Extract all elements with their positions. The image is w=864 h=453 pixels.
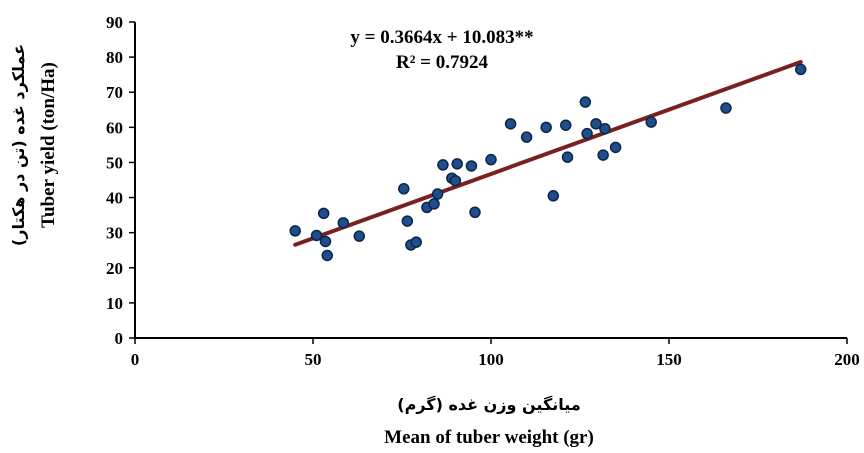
- x-tick-label: 150: [656, 350, 682, 369]
- y-tick-label: 80: [106, 48, 123, 67]
- data-point: [590, 118, 602, 130]
- x-tick-label: 100: [478, 350, 504, 369]
- data-point: [353, 230, 366, 242]
- y-tick-label: 20: [106, 259, 123, 278]
- data-point: [289, 225, 301, 237]
- data-point: [398, 183, 410, 195]
- data-point: [401, 215, 414, 227]
- axes: [129, 21, 848, 344]
- data-point: [561, 151, 574, 163]
- data-point: [597, 149, 609, 161]
- trendline-group: [293, 60, 803, 247]
- y-tick-label: 90: [106, 13, 123, 32]
- data-point: [437, 159, 449, 171]
- data-points: [289, 63, 807, 262]
- data-point: [337, 217, 350, 229]
- data-point: [428, 198, 440, 210]
- y-tick-label: 40: [106, 189, 123, 208]
- data-point: [581, 127, 593, 140]
- data-point: [319, 235, 332, 248]
- x-tick-label: 200: [834, 350, 860, 369]
- data-point: [560, 119, 572, 131]
- y-tick-label: 60: [106, 118, 123, 137]
- x-axis-title-fa: میانگین وزن غده (گرم): [397, 395, 580, 414]
- data-point: [451, 158, 463, 170]
- x-tick-label: 50: [305, 350, 322, 369]
- r-squared-label: R² = 0.7924: [396, 52, 488, 73]
- x-axis-title: Mean of tuber weight (gr): [384, 427, 594, 448]
- data-point: [547, 190, 560, 202]
- data-point: [579, 96, 592, 108]
- data-point: [599, 122, 611, 135]
- data-point: [609, 141, 622, 154]
- data-point: [465, 160, 478, 172]
- data-point: [520, 131, 533, 143]
- data-point: [645, 116, 657, 128]
- trendline: [293, 60, 803, 247]
- y-tick-label: 0: [115, 329, 124, 348]
- data-point: [485, 153, 497, 166]
- data-point: [321, 249, 333, 262]
- y-tick-label: 10: [106, 294, 123, 313]
- data-point: [720, 102, 732, 114]
- y-tick-label: 30: [106, 224, 123, 243]
- data-point: [410, 236, 422, 248]
- data-point: [504, 118, 517, 130]
- y-axis-title-fa: عملکرد غده (تن در هکتار): [9, 44, 28, 246]
- y-axis-title: Tuber yield (ton/Ha): [38, 62, 59, 228]
- regression-equation: y = 0.3664x + 10.083**: [350, 27, 533, 48]
- tick-labels: 0 10 20 30 40 50 60 70 80 90 0 50 100 150 200: [106, 13, 860, 369]
- data-point: [317, 207, 330, 220]
- y-tick-label: 70: [106, 83, 123, 102]
- data-point: [310, 229, 323, 242]
- data-point: [449, 174, 462, 187]
- x-tick-label: 0: [131, 350, 140, 369]
- data-point: [794, 63, 807, 76]
- data-point: [540, 121, 552, 134]
- data-point: [469, 206, 481, 219]
- y-tick-label: 50: [106, 153, 123, 172]
- data-point: [431, 188, 444, 200]
